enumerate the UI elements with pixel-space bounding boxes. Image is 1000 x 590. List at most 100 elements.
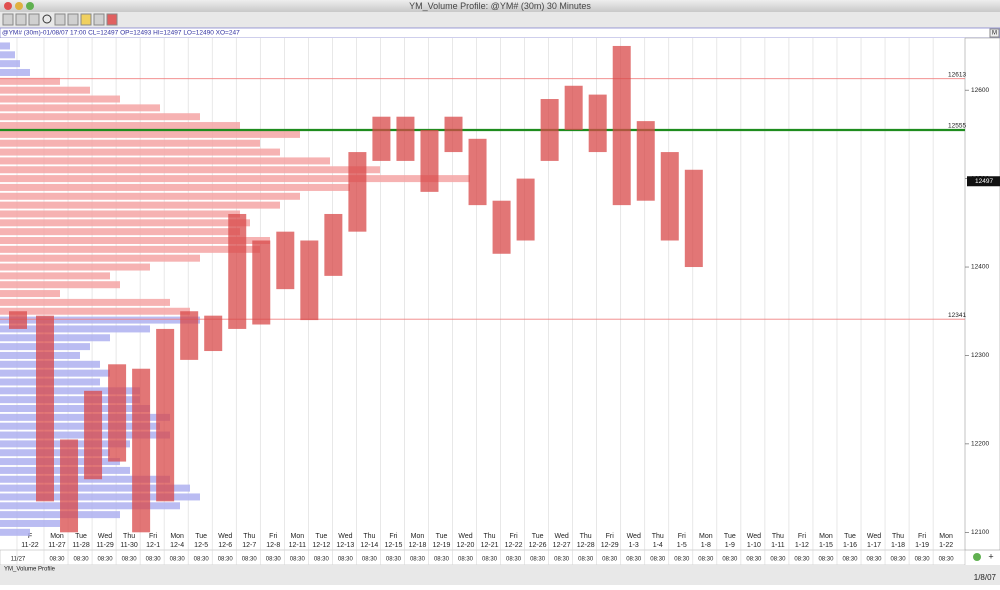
price-range <box>684 169 703 268</box>
session-date: 1-11 <box>771 542 785 549</box>
session-time: 08:30 <box>770 557 786 563</box>
profile-bar <box>0 272 110 280</box>
price-range <box>60 439 79 533</box>
last-price-label: 12497 <box>975 178 993 185</box>
profile-bar <box>0 86 90 94</box>
price-range <box>300 240 319 321</box>
price-range <box>468 138 487 206</box>
session-day: Mon <box>699 533 713 540</box>
price-range <box>492 200 511 254</box>
profile-bar <box>0 183 350 191</box>
session-date: 12-28 <box>577 542 595 549</box>
session-date: 12-1 <box>146 542 160 549</box>
close-button[interactable] <box>4 2 12 10</box>
profile-bar <box>0 77 60 85</box>
profile-bar <box>0 192 300 200</box>
price-range <box>84 390 103 480</box>
session-day: Fri <box>149 533 158 540</box>
price-range <box>420 129 439 192</box>
profile-bar <box>0 316 200 324</box>
price-range <box>372 116 391 161</box>
price-range <box>540 99 559 161</box>
session-day: Tue <box>724 533 736 540</box>
session-day: Mon <box>170 533 184 540</box>
profile-bar <box>0 51 15 59</box>
profile-bar <box>0 334 110 342</box>
session-day: Mon <box>819 533 833 540</box>
session-day: Fri <box>509 533 518 540</box>
zoom-button[interactable] <box>26 2 34 10</box>
last-price-box <box>967 176 1000 187</box>
session-date: 12-26 <box>529 542 547 549</box>
session-time: 08:30 <box>506 557 522 563</box>
session-date: 1-19 <box>915 542 929 549</box>
minimize-button[interactable] <box>15 2 23 10</box>
profile-bar <box>0 148 280 156</box>
session-day: Thu <box>892 533 904 540</box>
session-date: 1-17 <box>867 542 881 549</box>
price-range <box>348 152 367 232</box>
session-day: Wed <box>747 533 761 540</box>
profile-bar <box>0 449 110 457</box>
session-time: 08:30 <box>794 557 810 563</box>
session-day: Mon <box>290 533 304 540</box>
info-line: @YM# (30m)-01/08/07 17:00 CL=12497 OP=12… <box>2 30 240 37</box>
price-range <box>108 364 127 462</box>
session-date: 1-8 <box>701 542 711 549</box>
profile-bar <box>0 511 120 519</box>
session-date: 1-18 <box>891 542 905 549</box>
session-date: 12-18 <box>408 542 426 549</box>
profile-bar <box>0 122 240 130</box>
price-range <box>444 116 463 153</box>
session-day: Tue <box>844 533 856 540</box>
level-label: 12341 <box>948 312 966 319</box>
profile-bar <box>0 528 30 536</box>
maximize-pane[interactable] <box>989 28 1000 38</box>
session-time: 08:30 <box>458 557 474 563</box>
session-time: 08:30 <box>674 557 690 563</box>
price-range <box>228 213 247 329</box>
session-date: 12-27 <box>553 542 571 549</box>
session-day: Wed <box>338 533 352 540</box>
price-range <box>564 85 583 130</box>
level-label: 12613 <box>948 71 966 78</box>
price-range <box>396 116 415 161</box>
price-range <box>9 311 27 329</box>
profile-bar <box>0 95 120 103</box>
session-day: Thu <box>484 533 496 540</box>
profile-bar <box>0 166 380 174</box>
session-date: 12-19 <box>433 542 451 549</box>
session-day: Mon <box>411 533 425 540</box>
toolbar-icons[interactable] <box>2 13 118 26</box>
refresh-button[interactable] <box>973 553 981 561</box>
session-date: 12-12 <box>312 542 330 549</box>
price-axis <box>964 37 1000 551</box>
profile-bar <box>0 228 240 236</box>
profile-bar <box>0 475 170 483</box>
profile-bar <box>0 493 200 501</box>
session-day: Fri <box>798 533 807 540</box>
session-date: 12-20 <box>457 542 475 549</box>
price-range <box>36 315 54 502</box>
session-day: Thu <box>243 533 255 540</box>
session-time: 08:30 <box>242 557 258 563</box>
session-day: Tue <box>75 533 87 540</box>
profile-bar <box>0 325 150 333</box>
session-date: 1-22 <box>939 542 953 549</box>
price-range <box>180 311 199 360</box>
session-time: 08:30 <box>746 557 762 563</box>
price-range <box>612 45 631 206</box>
session-time: 08:30 <box>410 557 426 563</box>
price-range <box>516 178 535 241</box>
session-day: Thu <box>580 533 592 540</box>
profile-bar <box>0 104 160 112</box>
profile-bar <box>0 502 180 510</box>
add-button[interactable]: + <box>988 551 993 561</box>
session-date: 1-4 <box>653 542 663 549</box>
profile-bar <box>0 458 120 466</box>
price-range <box>252 240 271 325</box>
session-day: Fri <box>678 533 687 540</box>
profile-bar <box>0 201 280 209</box>
session-date: 12-7 <box>242 542 256 549</box>
session-time: 08:30 <box>698 557 714 563</box>
